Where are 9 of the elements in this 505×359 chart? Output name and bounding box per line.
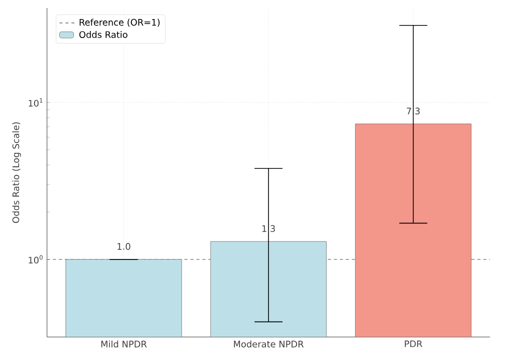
y-tick-label: 10$^{1}$ <box>28 98 42 107</box>
legend-label: Odds Ratio <box>79 31 128 38</box>
y-tick-label: 10$^{0}$ <box>28 255 43 264</box>
legend-label: Reference (OR=1) <box>80 18 160 27</box>
x-tick-label: Moderate NPDR <box>234 340 304 348</box>
data-label: 1.0 <box>118 243 130 250</box>
x-tick-label: PDR <box>404 340 422 348</box>
y-axis-title: Odds Ratio (Log Scale) <box>12 122 21 223</box>
x-tick-label: Mild NPDR <box>101 340 147 348</box>
